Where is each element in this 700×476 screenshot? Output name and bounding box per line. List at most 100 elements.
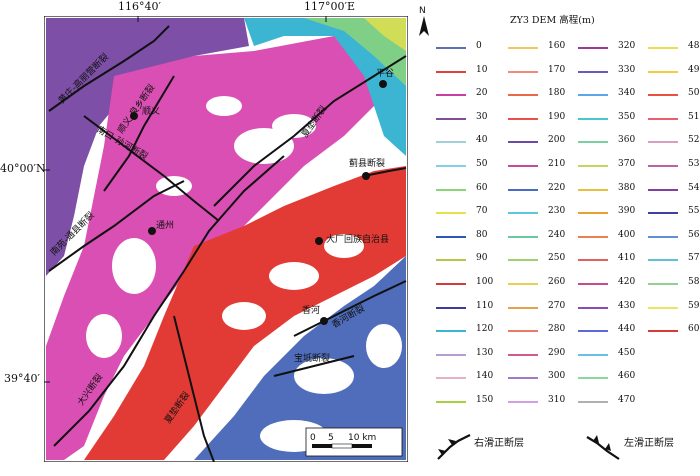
legend-value: 460 xyxy=(618,371,636,382)
legend-value: 260 xyxy=(548,277,566,287)
legend-item: 260 xyxy=(508,277,588,290)
legend-item: 370 xyxy=(578,159,658,172)
fault-line-baodi xyxy=(273,355,355,377)
legend-swatch xyxy=(436,330,466,333)
legend-swatch xyxy=(508,47,538,49)
legend-item: 480 xyxy=(648,41,700,54)
legend-swatch xyxy=(436,47,466,49)
longitude-label-2: 117°00′E xyxy=(304,0,356,13)
legend-value: 230 xyxy=(548,206,566,217)
legend-item: 20 xyxy=(436,88,516,101)
legend-swatch xyxy=(436,401,466,403)
terrain-mountain-accent-2 xyxy=(364,18,406,51)
legend-value: 340 xyxy=(618,88,636,99)
legend-item: 340 xyxy=(578,88,658,101)
legend-item: 290 xyxy=(508,348,588,361)
legend-item: 110 xyxy=(436,301,516,314)
legend-value: 50 xyxy=(476,159,488,169)
legend-item: 210 xyxy=(508,159,588,172)
legend-value: 200 xyxy=(548,135,566,146)
legend-item: 240 xyxy=(508,230,588,243)
legend-swatch xyxy=(648,47,678,49)
city-dot-tongzhou xyxy=(148,227,156,235)
legend-item: 440 xyxy=(578,324,658,337)
city-dot-xianghe xyxy=(320,317,328,325)
legend-item: 550 xyxy=(648,206,700,219)
right-slip-fault-symbol xyxy=(437,434,471,460)
legend-item: 270 xyxy=(508,301,588,314)
legend-value: 440 xyxy=(618,324,636,335)
legend-value: 300 xyxy=(548,371,566,382)
label-fault-baodi: 宝坻断裂 xyxy=(294,352,330,364)
legend-item: 300 xyxy=(508,371,588,384)
legend-value: 10 xyxy=(476,64,488,75)
legend-swatch xyxy=(648,141,678,144)
city-dot-pinggu xyxy=(379,80,387,88)
elevation-map: 黄庄-高丽营断裂 顺义-良乡断裂 顺义 平谷 夏垫断裂 南口-孙河断裂 蓟县断裂… xyxy=(44,16,408,462)
legend-item: 540 xyxy=(648,183,700,196)
legend-item: 500 xyxy=(648,88,700,101)
legend-swatch xyxy=(648,235,678,238)
legend-swatch xyxy=(508,70,538,73)
legend-value: 70 xyxy=(476,206,488,217)
legend-swatch xyxy=(436,212,466,215)
legend-swatch xyxy=(578,188,608,191)
legend-item: 100 xyxy=(436,277,516,290)
legend-swatch xyxy=(578,330,608,333)
legend-value: 310 xyxy=(548,395,566,405)
legend-item: 80 xyxy=(436,229,516,243)
legend-swatch xyxy=(436,377,466,380)
legend-item: 280 xyxy=(508,324,588,337)
legend-swatch xyxy=(648,212,678,215)
legend-item: 140 xyxy=(436,371,516,384)
legend-swatch xyxy=(436,94,466,97)
label-shunyi: 顺义 xyxy=(142,106,160,117)
legend-swatch xyxy=(508,377,538,380)
legend-swatch xyxy=(508,94,538,97)
latitude-label-1: 40°00′N xyxy=(0,162,46,175)
fault-line-huangzhuang xyxy=(48,25,170,112)
fault-line-nankou xyxy=(83,115,220,222)
legend-item: 70 xyxy=(436,206,516,219)
label-dachang: 大厂回族自治县 xyxy=(326,233,389,245)
left-slip-fault-label: 左滑正断层 xyxy=(624,438,674,449)
legend-item: 450 xyxy=(578,348,658,361)
legend-swatch xyxy=(578,117,608,120)
legend-swatch xyxy=(508,212,538,215)
legend-value: 150 xyxy=(476,395,494,405)
legend-value: 400 xyxy=(618,229,636,240)
north-label: N xyxy=(419,6,426,16)
legend-value: 80 xyxy=(476,229,488,240)
legend-swatch xyxy=(508,259,538,262)
latitude-label-2: 39°40′ xyxy=(4,372,40,385)
legend-swatch xyxy=(508,353,538,356)
legend-value: 490 xyxy=(688,64,700,75)
legend-item: 200 xyxy=(508,135,588,148)
legend-item: 570 xyxy=(648,253,700,266)
scale-tick-0: 0 xyxy=(310,433,316,443)
fault-line-nanyuan xyxy=(48,180,185,272)
legend-swatch xyxy=(648,94,678,97)
legend-swatch xyxy=(648,330,678,333)
legend-swatch xyxy=(578,259,608,262)
legend-value: 20 xyxy=(476,88,488,99)
legend-item: 360 xyxy=(578,135,658,148)
legend-item: 60 xyxy=(436,183,516,196)
legend-item: 330 xyxy=(578,65,658,78)
legend-value: 250 xyxy=(548,253,566,264)
city-dot-shunyi xyxy=(130,112,138,120)
fault-lines xyxy=(48,25,407,462)
legend-item: 520 xyxy=(648,135,700,148)
legend-swatch xyxy=(578,94,608,97)
label-pinggu: 平谷 xyxy=(376,68,394,79)
legend-swatch xyxy=(648,188,678,191)
legend-swatch xyxy=(436,117,466,120)
legend-item: 600 xyxy=(648,324,700,337)
legend-value: 120 xyxy=(476,324,494,335)
legend-swatch xyxy=(578,306,608,309)
legend-value: 530 xyxy=(688,159,700,169)
legend-value: 280 xyxy=(548,324,566,335)
legend-item: 170 xyxy=(508,65,588,78)
legend-item: 490 xyxy=(648,64,700,78)
scale-tick-5: 5 xyxy=(328,433,334,443)
